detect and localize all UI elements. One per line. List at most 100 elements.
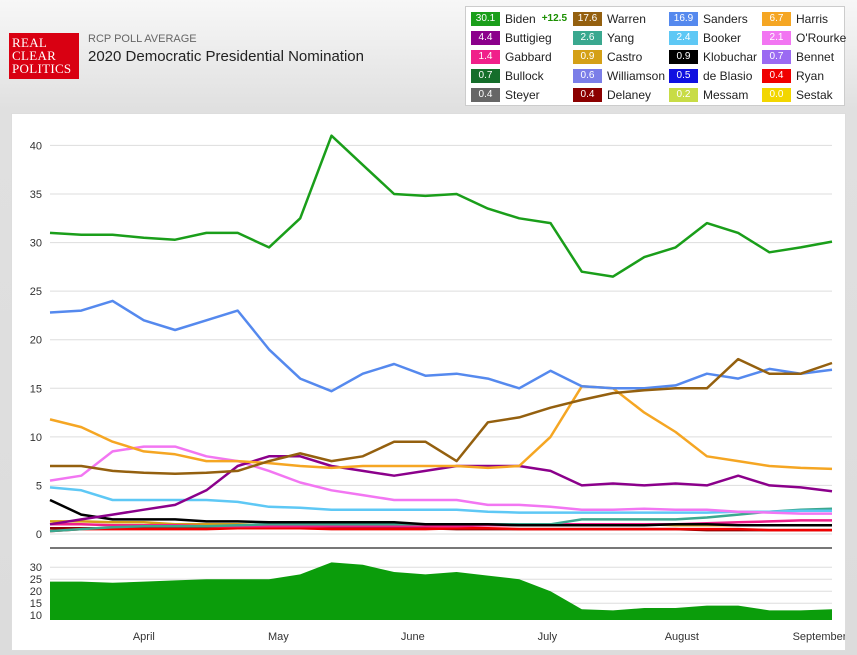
series-line xyxy=(50,357,833,476)
legend-candidate-name: de Blasio xyxy=(703,68,753,83)
legend-item[interactable]: 16.9 Sanders xyxy=(669,11,748,26)
legend-item[interactable]: 0.2 Messam xyxy=(669,87,748,102)
legend-candidate-name: Bullock xyxy=(505,68,544,83)
legend-item[interactable]: 0.5 de Blasio xyxy=(669,68,752,83)
y-tick-label: 10 xyxy=(30,610,42,622)
legend-item[interactable]: 0.9 Klobuchar xyxy=(669,49,757,64)
series-line xyxy=(49,385,833,471)
legend-spread: +12.5 xyxy=(541,13,568,24)
legend-item[interactable]: 1.4 Gabbard xyxy=(471,49,552,64)
legend-candidate-name: Steyer xyxy=(505,87,540,102)
y-tick-label: 20 xyxy=(30,586,42,598)
legend-item[interactable]: 2.6 Yang xyxy=(573,30,634,45)
legend-value-badge: 0.4 xyxy=(573,87,602,102)
legend-value-badge: 6.7 xyxy=(762,11,791,26)
y-tick-label: 5 xyxy=(36,480,42,492)
legend-candidate-name: Sestak xyxy=(796,87,833,102)
legend-item[interactable]: 17.6 Warren xyxy=(573,11,646,26)
legend-item[interactable]: 4.4 Buttigieg xyxy=(471,30,552,45)
page-title: 2020 Democratic Presidential Nomination xyxy=(88,48,364,65)
legend-value-badge: 16.9 xyxy=(669,11,698,26)
legend-item[interactable]: 0.4 Ryan xyxy=(762,68,824,83)
legend-candidate-name: Gabbard xyxy=(505,49,552,64)
spread-area xyxy=(50,562,832,620)
x-tick-label: May xyxy=(268,631,289,643)
y-tick-label: 10 xyxy=(30,432,42,444)
legend-value-badge: 2.4 xyxy=(669,30,698,45)
series-line xyxy=(49,455,833,526)
legend-item[interactable]: 2.1 O'Rourke xyxy=(762,30,846,45)
legend-item[interactable]: 0.6 Williamson xyxy=(573,68,665,83)
legend-item[interactable]: 0.0 Sestak xyxy=(762,87,833,102)
legend-candidate-name: Harris xyxy=(796,11,828,26)
legend-value-badge: 4.4 xyxy=(471,30,500,45)
y-tick-label: 15 xyxy=(30,598,42,610)
legend-item[interactable]: 6.7 Harris xyxy=(762,11,828,26)
legend-value-badge: 0.7 xyxy=(762,49,791,64)
legend-candidate-name: Warren xyxy=(607,11,646,26)
y-tick-label: 35 xyxy=(30,189,42,201)
y-tick-label: 40 xyxy=(30,140,42,152)
y-tick-label: 30 xyxy=(30,562,42,574)
legend-value-badge: 0.4 xyxy=(762,68,791,83)
x-tick-label: June xyxy=(401,631,425,643)
candidate-legend: 30.1 Biden +12.5 17.6 Warren 16.9 Sanders 6.7 Ha… xyxy=(465,6,846,106)
x-tick-label: September xyxy=(793,631,845,643)
legend-value-badge: 30.1 xyxy=(471,11,500,26)
legend-item[interactable]: 0.4 Delaney xyxy=(573,87,651,102)
legend-item[interactable]: 0.7 Bullock xyxy=(471,68,544,83)
legend-item[interactable]: 0.7 Bennet xyxy=(762,49,834,64)
legend-candidate-name: Delaney xyxy=(607,87,652,102)
legend-value-badge: 0.4 xyxy=(471,87,500,102)
legend-value-badge: 0.7 xyxy=(471,68,500,83)
y-tick-label: 15 xyxy=(30,383,42,395)
legend-value-badge: 0.5 xyxy=(669,68,698,83)
legend-value-badge: 17.6 xyxy=(573,11,602,26)
series-line xyxy=(49,445,832,515)
legend-candidate-name: Castro xyxy=(607,49,643,64)
series-line xyxy=(49,299,833,393)
y-tick-label: 25 xyxy=(30,286,42,298)
logo-line-3: POLITICS xyxy=(12,61,72,76)
series-line xyxy=(49,498,832,527)
series-line xyxy=(49,526,832,533)
y-tick-label: 30 xyxy=(30,238,42,250)
legend-value-badge: 0.9 xyxy=(669,49,698,64)
y-tick-label: 25 xyxy=(30,574,42,586)
series-line xyxy=(49,134,833,278)
legend-value-badge: 0.6 xyxy=(573,68,602,83)
legend-value-badge: 0.9 xyxy=(573,49,602,64)
legend-item[interactable]: 30.1 Biden +12.5 xyxy=(471,11,567,26)
y-tick-label: 20 xyxy=(30,335,42,347)
legend-candidate-name: Klobuchar xyxy=(703,49,758,64)
legend-candidate-name: Sanders xyxy=(703,11,748,26)
legend-candidate-name: Ryan xyxy=(796,68,825,83)
x-tick-label: August xyxy=(665,631,699,643)
x-tick-label: July xyxy=(538,631,558,643)
legend-candidate-name: Booker xyxy=(703,30,742,45)
chart-panel: 0 5 10 15 20 25 30 35 40 10 15 20 25 30 April May June Ju… xyxy=(11,113,847,651)
legend-candidate-name: Williamson xyxy=(607,68,666,83)
legend-candidate-name: Buttigieg xyxy=(505,30,552,45)
logo-line-1: REAL xyxy=(12,35,48,50)
legend-item[interactable]: 0.4 Steyer xyxy=(471,87,540,102)
legend-candidate-name: O'Rourke xyxy=(796,30,847,45)
rcp-logo[interactable]: REAL CLEAR POLITICS xyxy=(9,33,79,79)
poll-supertitle: RCP POLL AVERAGE xyxy=(88,33,197,45)
legend-candidate-name: Messam xyxy=(703,87,749,102)
legend-value-badge: 1.4 xyxy=(471,49,500,64)
legend-candidate-name: Biden xyxy=(505,11,536,26)
legend-item[interactable]: 0.9 Castro xyxy=(573,49,642,64)
y-tick-label: 0 xyxy=(36,529,42,541)
legend-item[interactable]: 2.4 Booker xyxy=(669,30,741,45)
x-tick-label: April xyxy=(133,631,155,643)
legend-value-badge: 2.6 xyxy=(573,30,602,45)
legend-candidate-name: Yang xyxy=(607,30,635,45)
legend-value-badge: 2.1 xyxy=(762,30,791,45)
legend-value-badge: 0.2 xyxy=(669,87,698,102)
legend-value-badge: 0.0 xyxy=(762,87,791,102)
legend-candidate-name: Bennet xyxy=(796,49,835,64)
logo-line-2: CLEAR xyxy=(12,48,57,63)
series-line xyxy=(49,486,832,514)
